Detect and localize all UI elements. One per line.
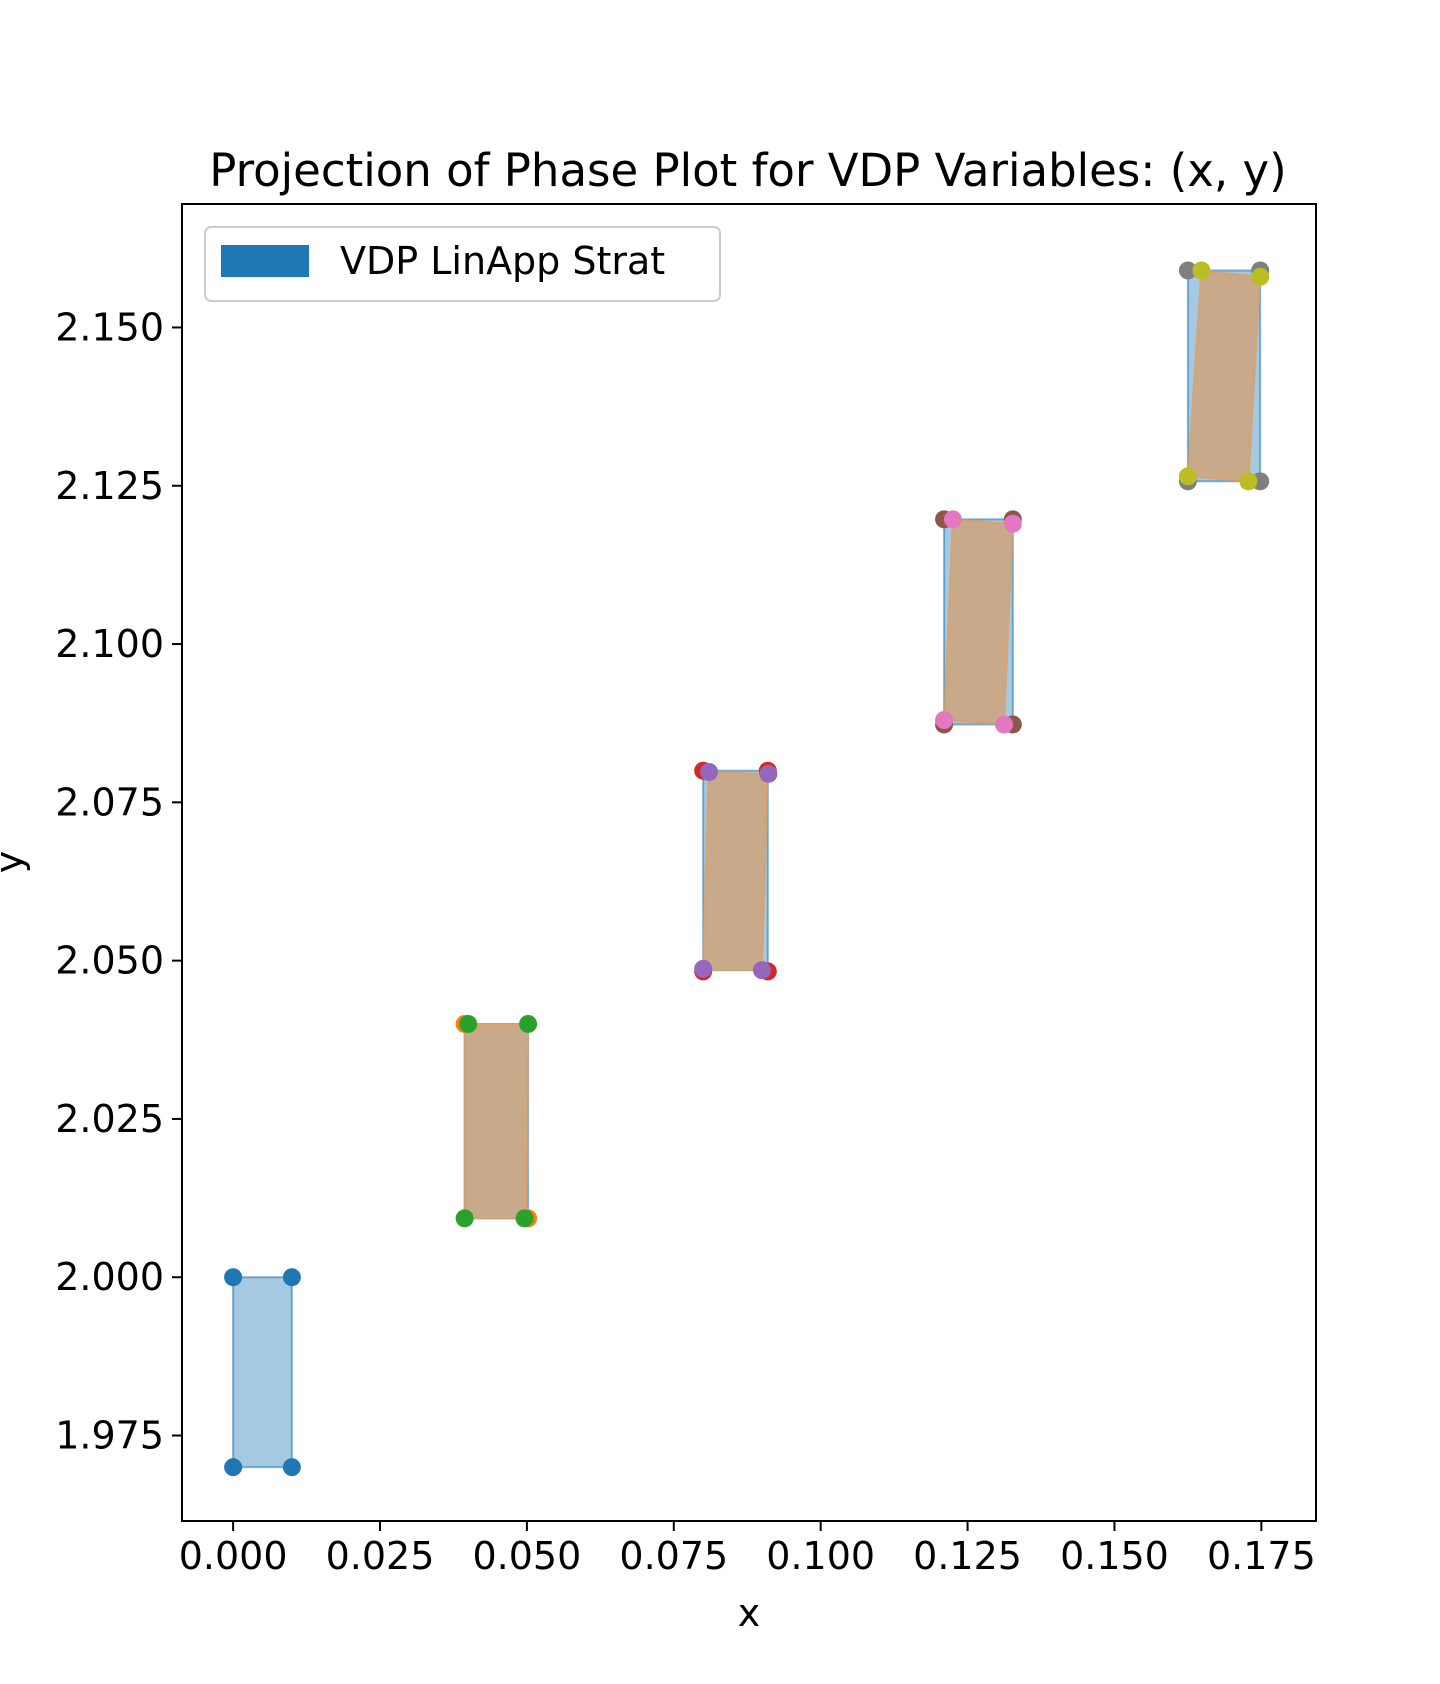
point-s0-3	[282, 1458, 301, 1477]
point-s6-1	[1003, 514, 1022, 533]
x-axis: 0.000 0.025 0.050 0.075 0.100 0.125 0.150 0.175	[179, 1521, 1316, 1578]
y-tick-label-0: 1.975	[55, 1414, 164, 1458]
x-tick-label-2: 0.050	[473, 1534, 582, 1578]
point-s2-3	[515, 1209, 534, 1228]
legend-label: VDP LinApp Strat	[340, 239, 665, 283]
point-s4-0	[700, 762, 719, 781]
y-tick-label-6: 2.125	[55, 464, 164, 508]
point-s0-1	[282, 1268, 301, 1287]
x-tick-label-4: 0.100	[766, 1534, 875, 1578]
y-tick-label-5: 2.100	[55, 622, 164, 666]
x-tick-label-3: 0.075	[619, 1534, 728, 1578]
blue-region-0	[232, 1276, 293, 1469]
point-s8-3	[1239, 472, 1258, 491]
x-tick-label-1: 0.025	[326, 1534, 435, 1578]
y-tick-label-2: 2.025	[55, 1097, 164, 1141]
regions-layer	[232, 269, 1262, 1469]
point-s4-2	[694, 959, 713, 978]
legend-box	[204, 226, 721, 302]
point-s6-3	[995, 715, 1014, 734]
point-s2-1	[519, 1014, 538, 1033]
point-s0-0	[224, 1268, 243, 1287]
legend-swatch	[221, 245, 309, 277]
tan-region-0	[463, 1022, 530, 1220]
x-tick-label-5: 0.125	[913, 1534, 1022, 1578]
y-tick-label-1: 2.000	[55, 1255, 164, 1299]
point-s4-3	[752, 961, 771, 980]
point-s2-2	[455, 1209, 474, 1228]
x-tick-label-7: 0.175	[1207, 1534, 1316, 1578]
point-s6-2	[935, 711, 954, 730]
legend: VDP LinApp Strat	[204, 226, 721, 302]
point-s6-0	[943, 510, 962, 529]
y-axis: 1.975 2.000 2.025 2.050 2.075 2.100 2.125 2.150	[55, 305, 182, 1458]
x-tick-label-0: 0.000	[179, 1534, 288, 1578]
points-layer	[224, 261, 1270, 1477]
point-s2-0	[459, 1014, 478, 1033]
y-tick-label-7: 2.150	[55, 305, 164, 349]
tan-region-1	[702, 770, 769, 972]
point-s0-2	[224, 1458, 243, 1477]
point-s8-2	[1178, 467, 1197, 486]
chart-title: Projection of Phase Plot for VDP Variabl…	[209, 144, 1286, 197]
point-s7-0	[1178, 261, 1197, 280]
tan-region-3	[1186, 269, 1262, 483]
y-tick-label-3: 2.050	[55, 939, 164, 983]
plot-frame	[181, 203, 1317, 1522]
point-s4-1	[759, 764, 778, 783]
y-axis-label: y	[0, 851, 31, 874]
x-axis-label: x	[738, 1591, 761, 1635]
tan-region-2	[943, 518, 1014, 726]
point-s8-1	[1251, 267, 1270, 286]
y-tick-label-4: 2.075	[55, 780, 164, 824]
x-tick-label-6: 0.150	[1060, 1534, 1169, 1578]
point-s8-0	[1192, 261, 1211, 280]
